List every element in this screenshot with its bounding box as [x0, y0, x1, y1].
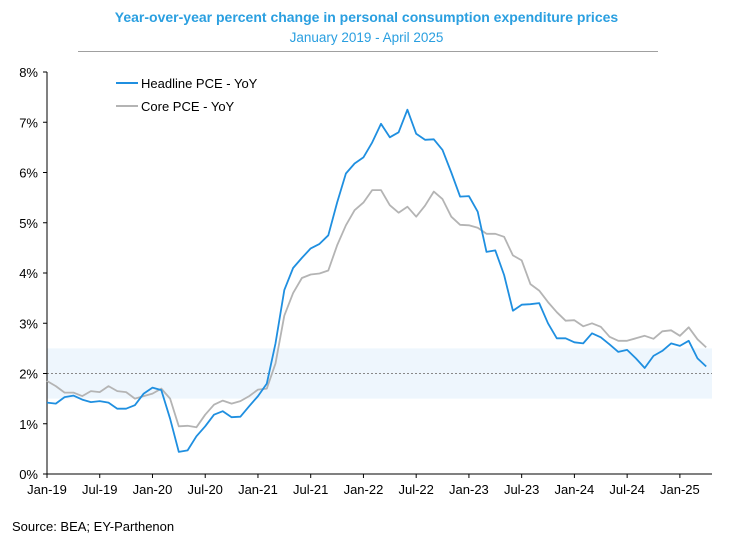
- x-tick-label: Jan-21: [238, 482, 278, 497]
- x-tick-label: Jul-24: [609, 482, 644, 497]
- x-tick-label: Jan-19: [27, 482, 67, 497]
- y-tick-label: 3%: [19, 316, 38, 331]
- y-tick-label: 7%: [19, 115, 38, 130]
- series-line-core: [46, 189, 707, 429]
- x-tick-label: Jan-24: [555, 482, 595, 497]
- series-line-headline: [46, 108, 707, 453]
- x-tick-label: Jan-20: [133, 482, 173, 497]
- source-note: Source: BEA; EY-Parthenon: [12, 519, 175, 534]
- y-tick-label: 4%: [19, 266, 38, 281]
- y-tick-label: 6%: [19, 166, 38, 181]
- y-tick-label: 1%: [19, 417, 38, 432]
- x-tick-label: Jul-21: [293, 482, 328, 497]
- x-tick-label: Jul-23: [504, 482, 539, 497]
- y-tick-label: 8%: [19, 65, 38, 80]
- y-tick-label: 5%: [19, 216, 38, 231]
- x-tick-label: Jan-25: [660, 482, 700, 497]
- chart-title: Year-over-year percent change in persona…: [114, 9, 619, 25]
- y-tick-label: 2%: [19, 367, 38, 382]
- legend-label: Core PCE - YoY: [141, 99, 235, 114]
- y-tick-label: 0%: [19, 467, 38, 482]
- x-tick-label: Jan-22: [344, 482, 384, 497]
- legend-label: Headline PCE - YoY: [141, 76, 258, 91]
- x-tick-label: Jan-23: [449, 482, 489, 497]
- x-tick-label: Jul-20: [188, 482, 223, 497]
- x-tick-label: Jul-22: [398, 482, 433, 497]
- x-tick-label: Jul-19: [82, 482, 117, 497]
- title-divider: [78, 51, 658, 52]
- chart-subtitle: January 2019 - April 2025: [289, 30, 444, 45]
